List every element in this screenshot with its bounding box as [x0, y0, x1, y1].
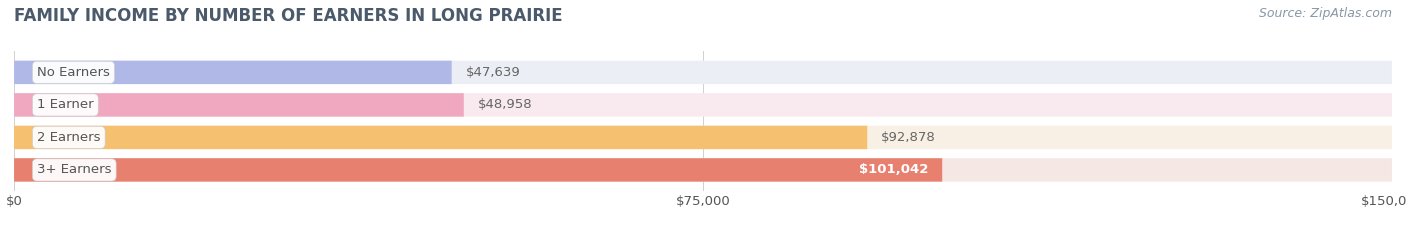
- FancyBboxPatch shape: [14, 61, 451, 84]
- FancyBboxPatch shape: [14, 93, 1392, 116]
- FancyBboxPatch shape: [14, 93, 464, 116]
- Text: 1 Earner: 1 Earner: [37, 98, 94, 111]
- Text: $48,958: $48,958: [478, 98, 533, 111]
- Text: 3+ Earners: 3+ Earners: [37, 163, 111, 176]
- Text: No Earners: No Earners: [37, 66, 110, 79]
- Text: 2 Earners: 2 Earners: [37, 131, 100, 144]
- Text: FAMILY INCOME BY NUMBER OF EARNERS IN LONG PRAIRIE: FAMILY INCOME BY NUMBER OF EARNERS IN LO…: [14, 7, 562, 25]
- FancyBboxPatch shape: [14, 126, 1392, 149]
- FancyBboxPatch shape: [14, 126, 868, 149]
- FancyBboxPatch shape: [14, 61, 1392, 84]
- FancyBboxPatch shape: [14, 158, 1392, 182]
- FancyBboxPatch shape: [14, 158, 942, 182]
- Text: $92,878: $92,878: [882, 131, 936, 144]
- Text: $47,639: $47,639: [465, 66, 520, 79]
- Text: $101,042: $101,042: [859, 163, 928, 176]
- Text: Source: ZipAtlas.com: Source: ZipAtlas.com: [1258, 7, 1392, 20]
